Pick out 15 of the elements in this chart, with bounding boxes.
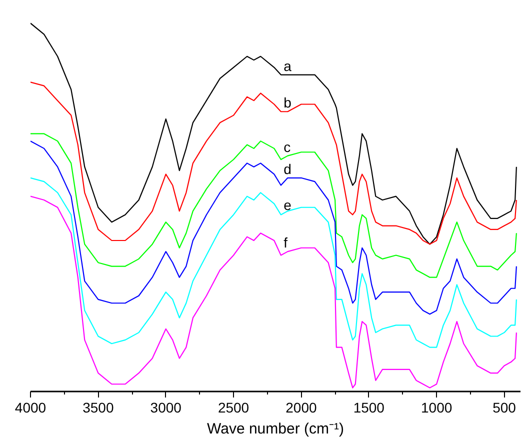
x-tick-label: 3000 <box>150 400 182 416</box>
x-tick-label: 1000 <box>421 400 452 416</box>
series-label: a <box>284 58 292 74</box>
x-tick-label: 1500 <box>353 400 385 416</box>
series-label: d <box>284 160 292 177</box>
x-tick-label: 2000 <box>286 400 318 416</box>
series-label: c <box>284 138 291 155</box>
x-axis-title: Wave number (cm⁻¹) <box>207 420 344 438</box>
x-tick-label: 500 <box>492 400 516 416</box>
x-tick-label: 3500 <box>82 400 114 416</box>
series-label: b <box>284 94 292 111</box>
series-label: e <box>284 197 292 214</box>
series-label: f <box>284 234 288 251</box>
x-tick-label: 4000 <box>14 400 46 416</box>
x-tick-label: 2500 <box>218 400 250 416</box>
